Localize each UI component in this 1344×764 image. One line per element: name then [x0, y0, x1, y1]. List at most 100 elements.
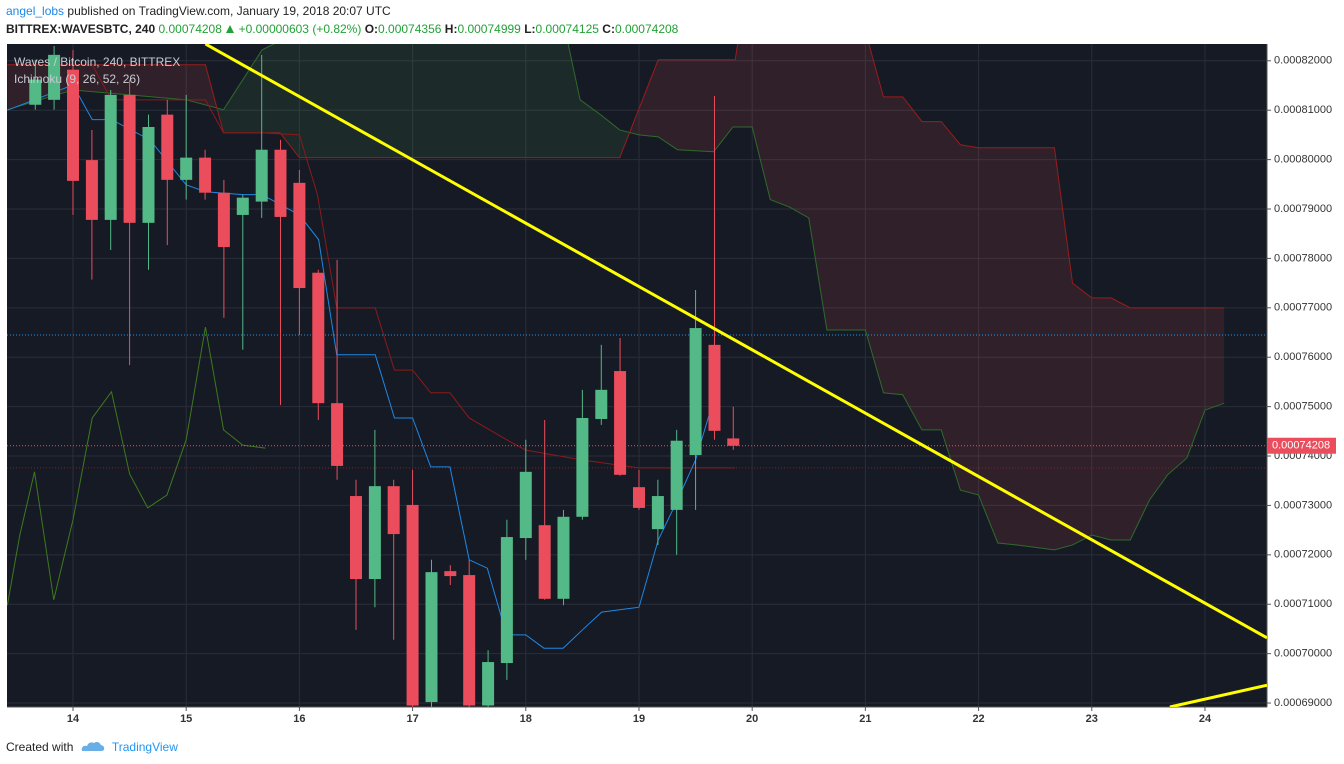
- footer: Created with TradingView: [6, 739, 178, 754]
- candle-body: [312, 272, 325, 404]
- x-tick-label: 24: [1199, 713, 1212, 725]
- ichimoku-span-b: [7, 44, 1225, 309]
- candle-body: [557, 516, 570, 599]
- ichimoku-lagging: [7, 326, 266, 606]
- cloud-down-group: [7, 44, 1225, 550]
- close-value: 0.00074208: [614, 22, 679, 36]
- candle-body: [368, 486, 381, 580]
- candle-body: [199, 157, 212, 193]
- candle-body: [104, 94, 117, 220]
- y-tick-label: 0.00078000: [1274, 252, 1332, 264]
- symbol: BITTREX:WAVESBTC, 240: [6, 22, 156, 36]
- up-arrow: [226, 25, 235, 33]
- candle-body: [161, 114, 174, 180]
- cloud-down: [7, 44, 1225, 550]
- candle-body: [29, 79, 42, 105]
- legend: Waves / Bitcoin, 240, BITTREX Ichimoku (…: [14, 54, 180, 88]
- y-tick-label: 0.00081000: [1274, 104, 1332, 116]
- candle-body: [387, 486, 400, 535]
- y-tick-label: 0.00079000: [1274, 203, 1332, 215]
- last-price-tag: [1267, 437, 1336, 454]
- logo: [81, 741, 104, 751]
- candle-body: [255, 149, 268, 202]
- x-tick-label: 19: [633, 713, 645, 725]
- y-tick-label: 0.00070000: [1274, 648, 1332, 660]
- candle-body: [444, 571, 457, 577]
- candle-body: [500, 537, 513, 664]
- x-tick-label: 18: [520, 713, 532, 725]
- candle-body: [406, 504, 419, 706]
- x-tick-label: 23: [1086, 713, 1098, 725]
- high-value: 0.00074999: [457, 22, 521, 36]
- brand[interactable]: TradingView: [111, 740, 178, 754]
- candle-body: [632, 487, 645, 508]
- y-tick-label: 0.00071000: [1274, 598, 1332, 610]
- candle-body: [463, 575, 476, 706]
- y-tick-label: 0.00069000: [1274, 697, 1332, 709]
- ichimoku-base: [7, 64, 736, 469]
- y-tick-label: 0.00080000: [1274, 154, 1332, 166]
- y-tick-label: 0.00072000: [1274, 549, 1332, 561]
- c-label: C:: [602, 22, 615, 36]
- candle-body: [85, 160, 98, 220]
- l-label: L:: [524, 22, 536, 36]
- open-value: 0.00074356: [378, 22, 442, 36]
- o-label: O:: [364, 22, 379, 36]
- candle-body: [538, 525, 551, 599]
- candle-body: [595, 389, 608, 419]
- candle-body: [293, 182, 306, 289]
- candle-body: [142, 126, 155, 223]
- candle-body: [689, 328, 702, 456]
- published: published on TradingView.com, January 19…: [67, 4, 391, 18]
- legend-symbol: Waves / Bitcoin, 240, BITTREX: [14, 55, 181, 69]
- candle-body: [727, 438, 740, 446]
- change: +0.00000603 (+0.82%): [238, 22, 362, 36]
- x-tick-label: 21: [859, 713, 871, 725]
- candle-body: [614, 371, 627, 475]
- candle-body: [482, 662, 495, 706]
- candle-body: [519, 471, 532, 539]
- x-tick-label: 15: [180, 713, 192, 725]
- ichimoku-conversion: [7, 84, 715, 649]
- x-tick-label: 16: [293, 713, 305, 725]
- candle-body: [123, 94, 136, 223]
- candle-body: [349, 496, 362, 580]
- y-tick-label: 0.00077000: [1274, 302, 1332, 314]
- legend-indicator: Ichimoku (9, 26, 52, 26): [14, 72, 141, 86]
- candle-body: [651, 496, 664, 530]
- x-tick-label: 22: [972, 713, 984, 725]
- y-tick-label: 0.00073000: [1274, 499, 1332, 511]
- candle-body: [274, 149, 287, 217]
- low-value: 0.00074125: [535, 22, 599, 36]
- candle-body: [180, 157, 193, 180]
- candle-body: [48, 54, 61, 100]
- x-tick-label: 14: [67, 713, 80, 725]
- h-label: H:: [444, 22, 458, 36]
- ichimoku-span-a: [7, 44, 1225, 551]
- candle-body: [670, 440, 683, 510]
- candle-body: [217, 192, 230, 248]
- author[interactable]: angel_lobs: [6, 4, 65, 18]
- x-tick-label: 20: [746, 713, 758, 725]
- trend-line: [204, 44, 1267, 640]
- candle-body: [708, 344, 721, 431]
- last-price-label: 0.00074208: [1272, 440, 1330, 452]
- candle-body: [66, 69, 79, 181]
- candle-body: [331, 403, 344, 466]
- trend-line: [1169, 683, 1267, 707]
- publish-line: angel_lobs published on TradingView.com,…: [6, 4, 391, 18]
- candle-body: [425, 572, 438, 703]
- y-tick-label: 0.00075000: [1274, 401, 1332, 413]
- x-tick-label: 17: [406, 713, 418, 725]
- candle-body: [576, 417, 589, 517]
- plot-layer: [7, 44, 1267, 707]
- plot-background: [7, 44, 1267, 707]
- y-tick-label: 0.00076000: [1274, 351, 1332, 363]
- candle-body: [236, 197, 249, 215]
- created-with: Created with: [6, 740, 74, 754]
- y-tick-label: 0.00082000: [1274, 55, 1332, 67]
- quote-line: BITTREX:WAVESBTC, 240 0.00074208 +0.0000…: [6, 22, 678, 36]
- last-price: 0.00074208: [158, 22, 222, 36]
